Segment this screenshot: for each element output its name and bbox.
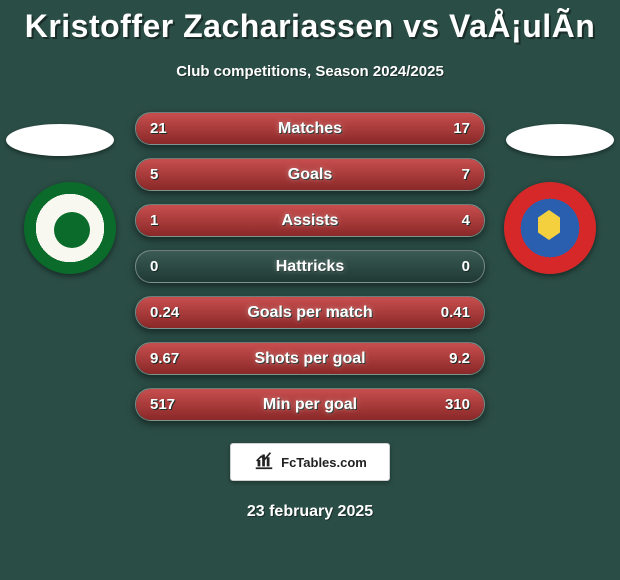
stat-bar: 9.67 9.2 Shots per goal xyxy=(135,342,485,375)
stat-value-right: 0 xyxy=(462,258,470,275)
stat-value-right: 0.41 xyxy=(441,304,470,321)
stat-bar: 0.24 0.41 Goals per match xyxy=(135,296,485,329)
stat-label: Goals per match xyxy=(247,304,372,322)
stat-label: Assists xyxy=(282,212,339,230)
stat-value-left: 9.67 xyxy=(150,350,179,367)
stat-label: Shots per goal xyxy=(254,350,365,368)
stat-value-left: 5 xyxy=(150,166,158,183)
stat-value-left: 21 xyxy=(150,120,167,137)
club-logo-left xyxy=(24,182,116,274)
stat-label: Hattricks xyxy=(276,258,344,276)
chart-icon xyxy=(253,449,275,476)
page-subtitle: Club competitions, Season 2024/2025 xyxy=(0,63,620,80)
stat-label: Min per goal xyxy=(263,396,357,414)
comparison-panel: 21 17 Matches 5 7 Goals 1 4 Assists 0 0 Hattricks 0.… xyxy=(0,112,620,421)
stat-value-right: 310 xyxy=(445,396,470,413)
stat-bar: 21 17 Matches xyxy=(135,112,485,145)
date-label: 23 february 2025 xyxy=(0,503,620,521)
stat-value-left: 0.24 xyxy=(150,304,179,321)
club-logo-right xyxy=(504,182,596,274)
stat-label: Goals xyxy=(288,166,332,184)
bar-fill-left xyxy=(136,205,206,236)
stat-value-left: 517 xyxy=(150,396,175,413)
stat-bars: 21 17 Matches 5 7 Goals 1 4 Assists 0 0 Hattricks 0.… xyxy=(135,112,485,421)
player-left-oval xyxy=(6,124,114,156)
player-right-oval xyxy=(506,124,614,156)
stat-value-right: 7 xyxy=(462,166,470,183)
stat-value-right: 17 xyxy=(453,120,470,137)
stat-bar: 5 7 Goals xyxy=(135,158,485,191)
stat-bar: 517 310 Min per goal xyxy=(135,388,485,421)
stat-value-right: 9.2 xyxy=(449,350,470,367)
stat-label: Matches xyxy=(278,120,342,138)
stat-value-left: 1 xyxy=(150,212,158,229)
footer-label: FcTables.com xyxy=(281,455,367,470)
stat-value-left: 0 xyxy=(150,258,158,275)
footer-badge: FcTables.com xyxy=(230,443,390,481)
stat-bar: 1 4 Assists xyxy=(135,204,485,237)
bar-fill-right xyxy=(206,205,484,236)
stat-value-right: 4 xyxy=(462,212,470,229)
page-title: Kristoffer Zachariassen vs VaÅ¡ulÃ­n xyxy=(0,0,620,45)
stat-bar: 0 0 Hattricks xyxy=(135,250,485,283)
